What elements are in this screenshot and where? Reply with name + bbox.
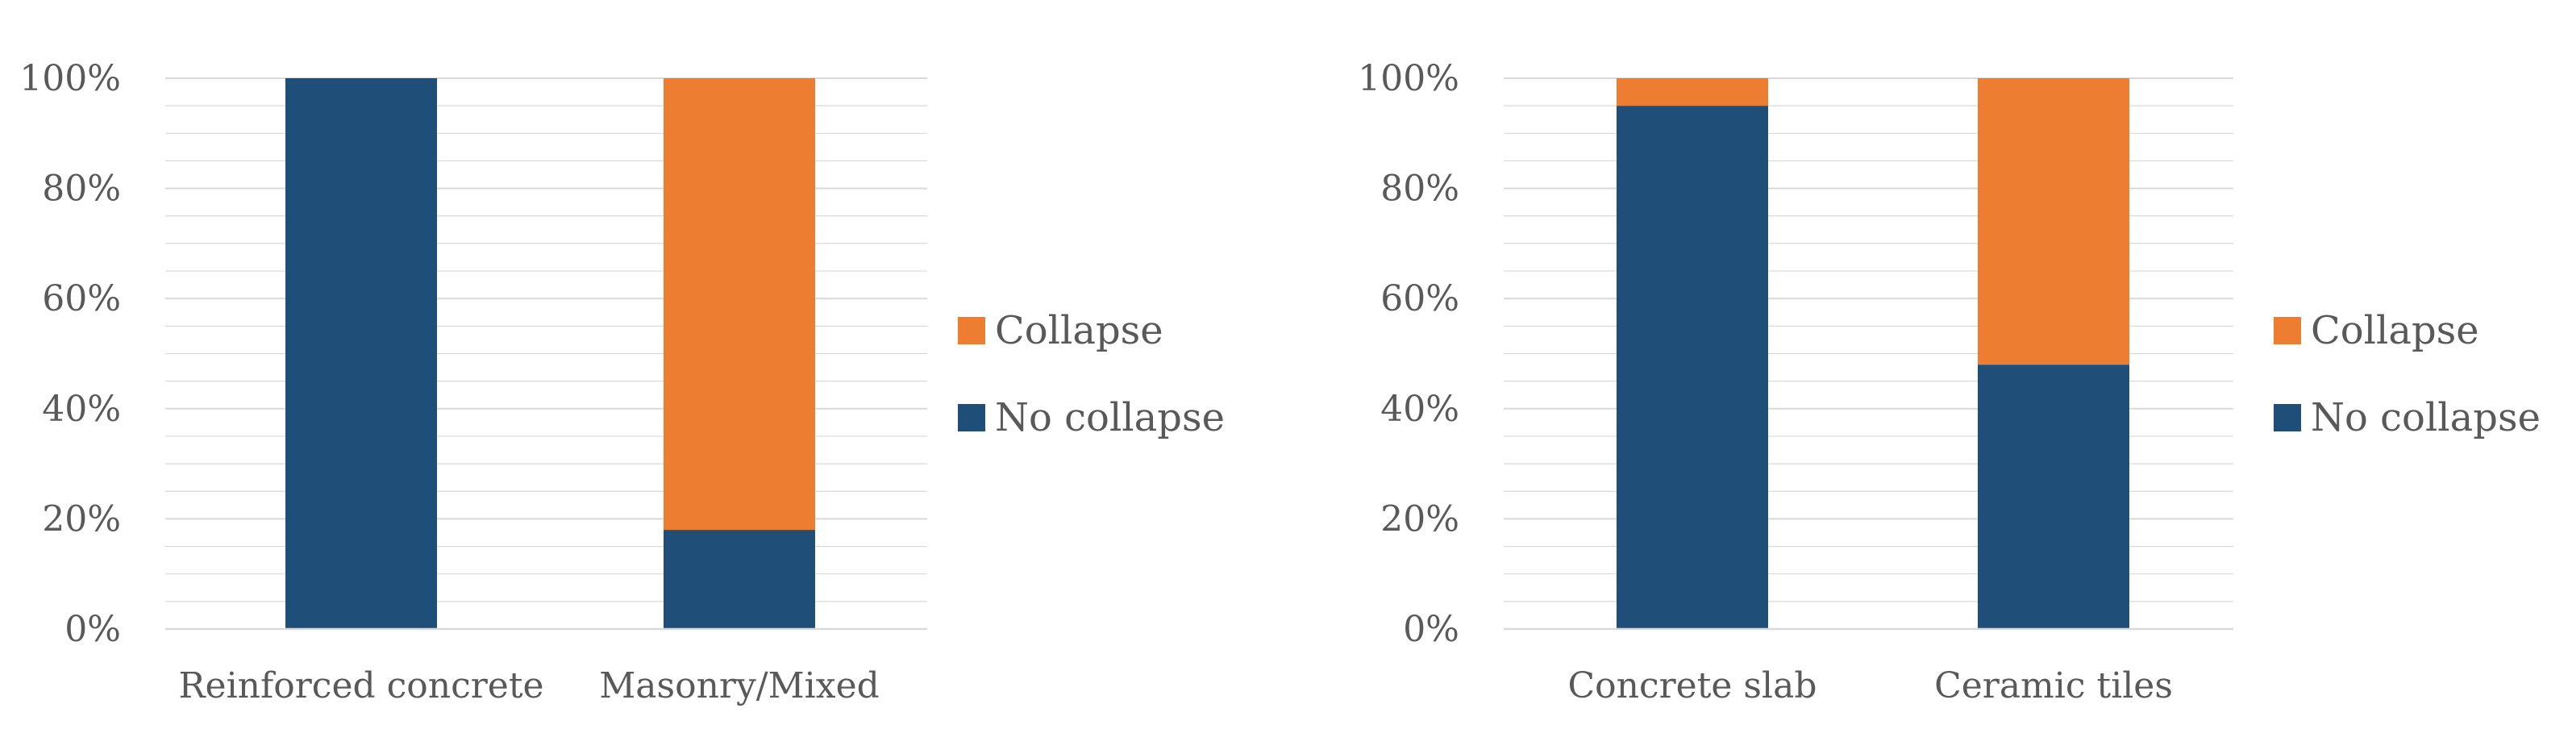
y-tick-label: 40% <box>1380 389 1459 430</box>
legend-label: Collapse <box>2311 308 2479 353</box>
y-tick-label: 0% <box>65 609 121 650</box>
y-tick-label: 100% <box>19 58 121 99</box>
bar-no-collapse <box>1617 106 1768 629</box>
y-tick-label: 20% <box>42 498 121 539</box>
bar-collapse <box>1617 78 1768 106</box>
bar-no-collapse <box>1978 365 2129 629</box>
legend-swatch-collapse <box>2274 317 2301 344</box>
chart-roof-type: 0% 20% 40% 60% 80% 100% Concrete slab Ceramic t… <box>1358 58 2541 706</box>
legend-label: No collapse <box>2311 395 2541 440</box>
bar-collapse <box>1978 78 2129 365</box>
legend-swatch-no-collapse <box>958 404 985 431</box>
legend-swatch-collapse <box>958 317 985 344</box>
chart-construction-type: 0% 20% 40% 60% 80% 100% Reinforced concrete Mas… <box>19 58 1225 706</box>
x-category-label: Ceramic tiles <box>1934 665 2173 706</box>
x-category-label: Masonry/Mixed <box>599 665 880 706</box>
bar-no-collapse <box>285 78 437 629</box>
y-tick-label: 20% <box>1380 498 1459 539</box>
x-category-label: Reinforced concrete <box>178 665 543 706</box>
y-tick-label: 100% <box>1358 58 1459 99</box>
y-tick-label: 40% <box>42 389 121 430</box>
bar-no-collapse <box>664 530 815 629</box>
legend-label: Collapse <box>995 308 1163 353</box>
y-tick-label: 60% <box>1380 278 1459 319</box>
x-category-label: Concrete slab <box>1568 665 1817 706</box>
bar-collapse <box>664 78 815 531</box>
y-tick-label: 60% <box>42 278 121 319</box>
y-tick-label: 80% <box>1380 169 1459 210</box>
legend-label: No collapse <box>995 395 1225 440</box>
y-tick-label: 0% <box>1403 609 1459 650</box>
legend-swatch-no-collapse <box>2274 404 2301 431</box>
y-tick-label: 80% <box>42 169 121 210</box>
